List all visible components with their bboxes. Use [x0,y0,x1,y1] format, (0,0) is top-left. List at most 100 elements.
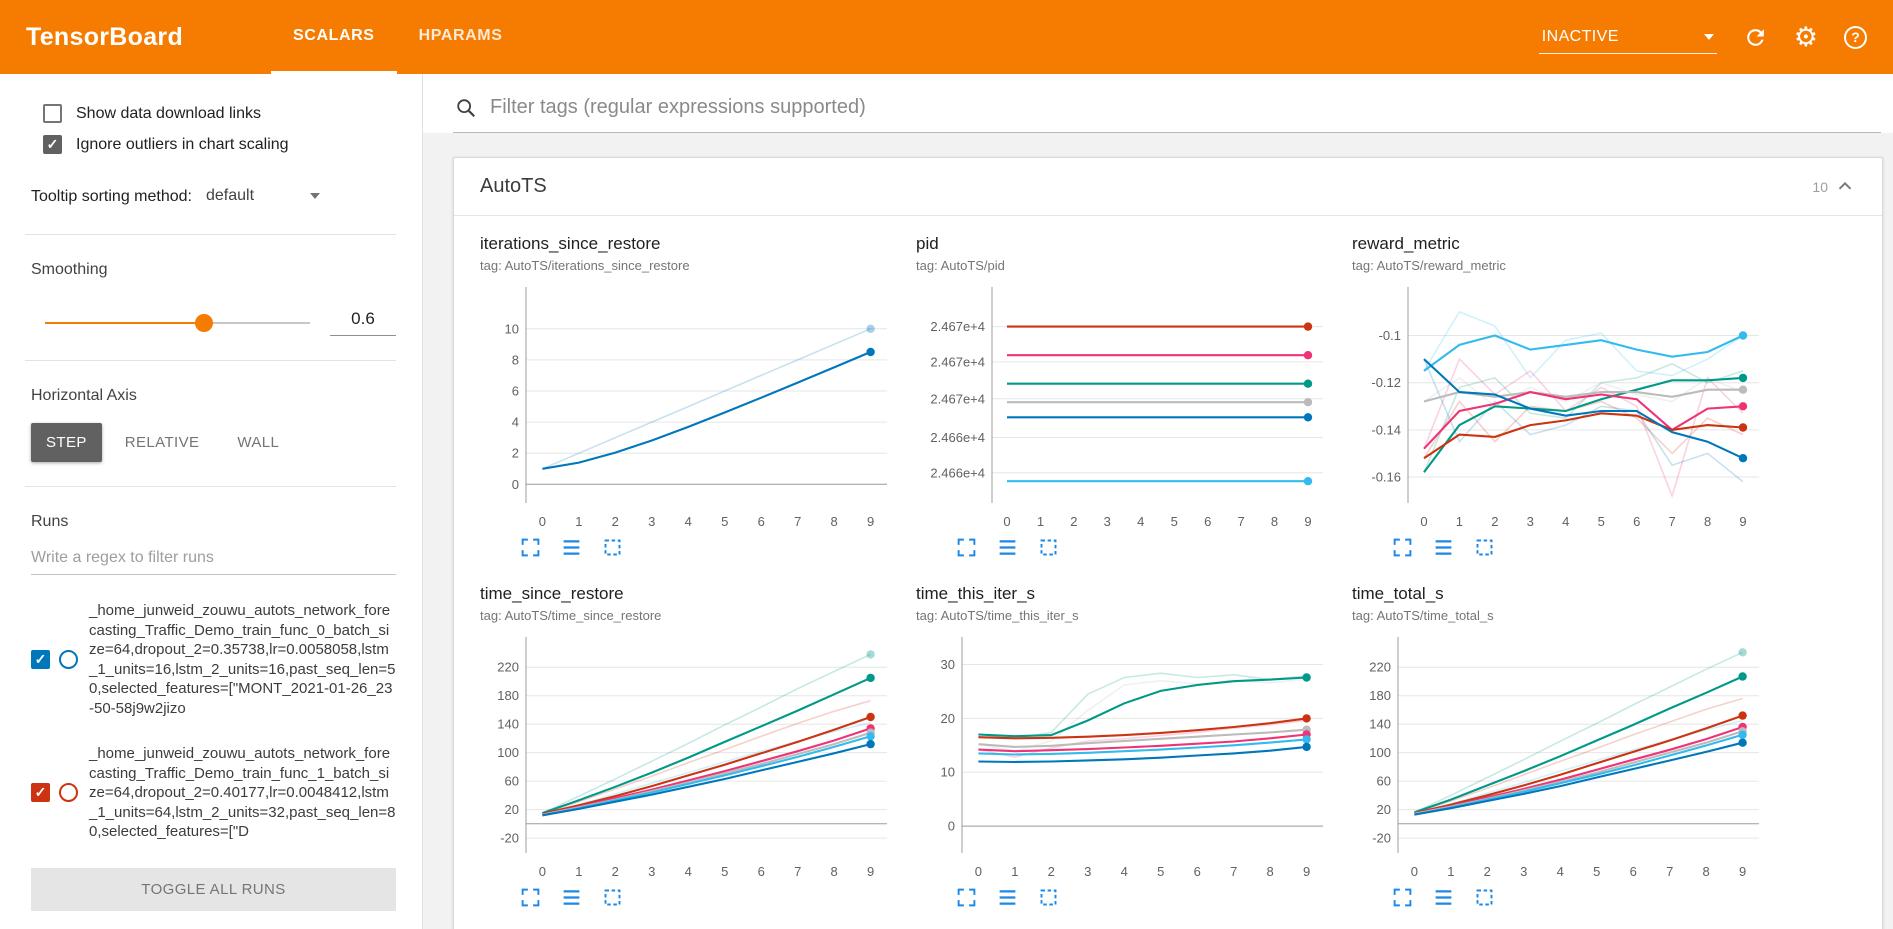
toggle-all-runs-button[interactable]: TOGGLE ALL RUNS [31,867,396,911]
svg-text:0: 0 [1003,514,1010,529]
refresh-button[interactable] [1743,25,1768,50]
chart-plot[interactable]: -20 20 60 100 140 180 220 0 1 2 3 4 5 6 7 8 9 [1352,629,1773,885]
svg-text:2.467e+4: 2.467e+4 [930,319,985,334]
settings-sidebar: Show data download links Ignore outliers… [0,74,423,929]
app-header: TensorBoard SCALARS HPARAMS INACTIVE ⚙ ? [0,0,1893,74]
checkbox-label: Ignore outliers in chart scaling [76,135,289,153]
checkbox-checked-icon[interactable] [43,135,62,154]
chart-actions [1352,887,1773,908]
chart-plot[interactable]: -0.1 -0.12 -0.14 -0.16 0 1 2 3 4 5 6 7 8 9 [1352,279,1773,535]
log-scale-icon[interactable] [561,887,582,908]
run-controls [31,783,78,803]
card-header[interactable]: AutoTS 10 [454,158,1882,216]
smoothing-slider-thumb[interactable] [195,313,213,332]
tooltip-sorting-row: Tooltip sorting method: default [31,184,396,210]
svg-text:3: 3 [1104,514,1111,529]
chart-title: time_this_iter_s [916,584,1036,603]
svg-text:7: 7 [1237,514,1244,529]
filter-tags-input[interactable] [490,96,1879,119]
svg-text:8: 8 [512,352,519,367]
collapse-card-button[interactable]: 10 [1812,176,1856,198]
fit-domain-icon[interactable] [1474,887,1495,908]
expand-chart-icon[interactable] [520,887,541,908]
svg-text:6: 6 [758,514,765,529]
svg-text:20: 20 [941,711,955,726]
svg-text:10: 10 [941,765,955,780]
fit-domain-icon[interactable] [1038,887,1059,908]
chart-plot[interactable]: 0 2 4 6 8 10 0 1 2 3 4 5 6 7 8 9 [480,279,901,535]
chart-plot[interactable]: 0 10 20 30 0 1 2 3 4 5 6 7 8 9 [916,629,1337,885]
svg-text:4: 4 [1557,864,1564,879]
chart-title: time_since_restore [480,584,624,603]
svg-text:3: 3 [1520,864,1527,879]
svg-text:6: 6 [512,384,519,399]
wall-button[interactable]: WALL [222,423,294,462]
refresh-icon [1746,28,1764,46]
svg-text:2: 2 [512,446,519,461]
tab-scalars[interactable]: SCALARS [271,0,397,74]
run-radio[interactable] [59,650,78,669]
fit-domain-icon[interactable] [1038,537,1059,558]
run-row: _home_junweid_zouwu_autots_network_forec… [31,601,396,718]
svg-text:2: 2 [1484,864,1491,879]
tooltip-sorting-select[interactable]: default [204,184,322,210]
svg-text:4: 4 [685,514,692,529]
checkbox-unchecked-icon[interactable] [43,104,62,123]
tag-group-card: AutoTS 10 iterations_since_restore tag: … [453,157,1883,929]
expand-chart-icon[interactable] [1392,887,1413,908]
status-dropdown[interactable]: INACTIVE [1538,21,1717,54]
svg-text:1: 1 [1011,864,1018,879]
help-button[interactable]: ? [1844,25,1867,49]
runs-filter-input[interactable] [31,541,396,575]
svg-text:6: 6 [1194,864,1201,879]
tooltip-sorting-value: default [205,187,255,204]
svg-text:8: 8 [1702,864,1709,879]
svg-text:0: 0 [539,514,546,529]
tab-hparams[interactable]: HPARAMS [397,0,525,74]
svg-text:2: 2 [612,514,619,529]
settings-button[interactable]: ⚙ [1794,23,1818,51]
svg-text:-0.14: -0.14 [1371,422,1401,437]
log-scale-icon[interactable] [1433,537,1454,558]
svg-text:3: 3 [1084,864,1091,879]
tooltip-sorting-label: Tooltip sorting method: [31,188,192,205]
svg-text:7: 7 [1668,514,1675,529]
fit-domain-icon[interactable] [1474,537,1495,558]
chart-actions [1352,537,1773,558]
run-checkbox[interactable] [31,783,50,803]
run-checkbox[interactable] [31,650,50,669]
smoothing-slider[interactable] [45,313,310,332]
svg-text:-20: -20 [500,831,519,846]
checkbox-show-download-links[interactable]: Show data download links [43,104,396,123]
fit-domain-icon[interactable] [602,887,623,908]
svg-text:1: 1 [1456,514,1463,529]
expand-chart-icon[interactable] [520,537,541,558]
chart-plot[interactable]: 2.467e+4 2.467e+4 2.467e+4 2.466e+4 2.466e+4… [916,279,1337,535]
chart-plot[interactable]: -20 20 60 100 140 180 220 0 1 2 3 4 5 6 7 8 9 [480,629,901,885]
smoothing-value[interactable]: 0.6 [330,309,396,336]
svg-text:4: 4 [1562,514,1569,529]
chart-actions [916,887,1337,908]
divider [25,360,396,361]
log-scale-icon[interactable] [997,537,1018,558]
svg-text:180: 180 [497,688,519,703]
log-scale-icon[interactable] [561,537,582,558]
expand-chart-icon[interactable] [1392,537,1413,558]
divider [25,486,396,487]
svg-text:30: 30 [941,657,955,672]
fit-domain-icon[interactable] [602,537,623,558]
smoothing-label: Smoothing [31,261,108,278]
relative-button[interactable]: RELATIVE [110,423,215,462]
chart-actions [480,887,901,908]
run-radio[interactable] [59,783,78,803]
log-scale-icon[interactable] [997,887,1018,908]
log-scale-icon[interactable] [1433,887,1454,908]
checkbox-ignore-outliers[interactable]: Ignore outliers in chart scaling [43,135,396,154]
expand-chart-icon[interactable] [956,537,977,558]
step-button[interactable]: STEP [31,423,102,462]
svg-text:6: 6 [1630,864,1637,879]
svg-text:-0.16: -0.16 [1371,470,1401,485]
horizontal-axis-buttons: STEP RELATIVE WALL [31,423,396,462]
expand-chart-icon[interactable] [956,887,977,908]
dropdown-arrow-icon [1703,33,1714,40]
